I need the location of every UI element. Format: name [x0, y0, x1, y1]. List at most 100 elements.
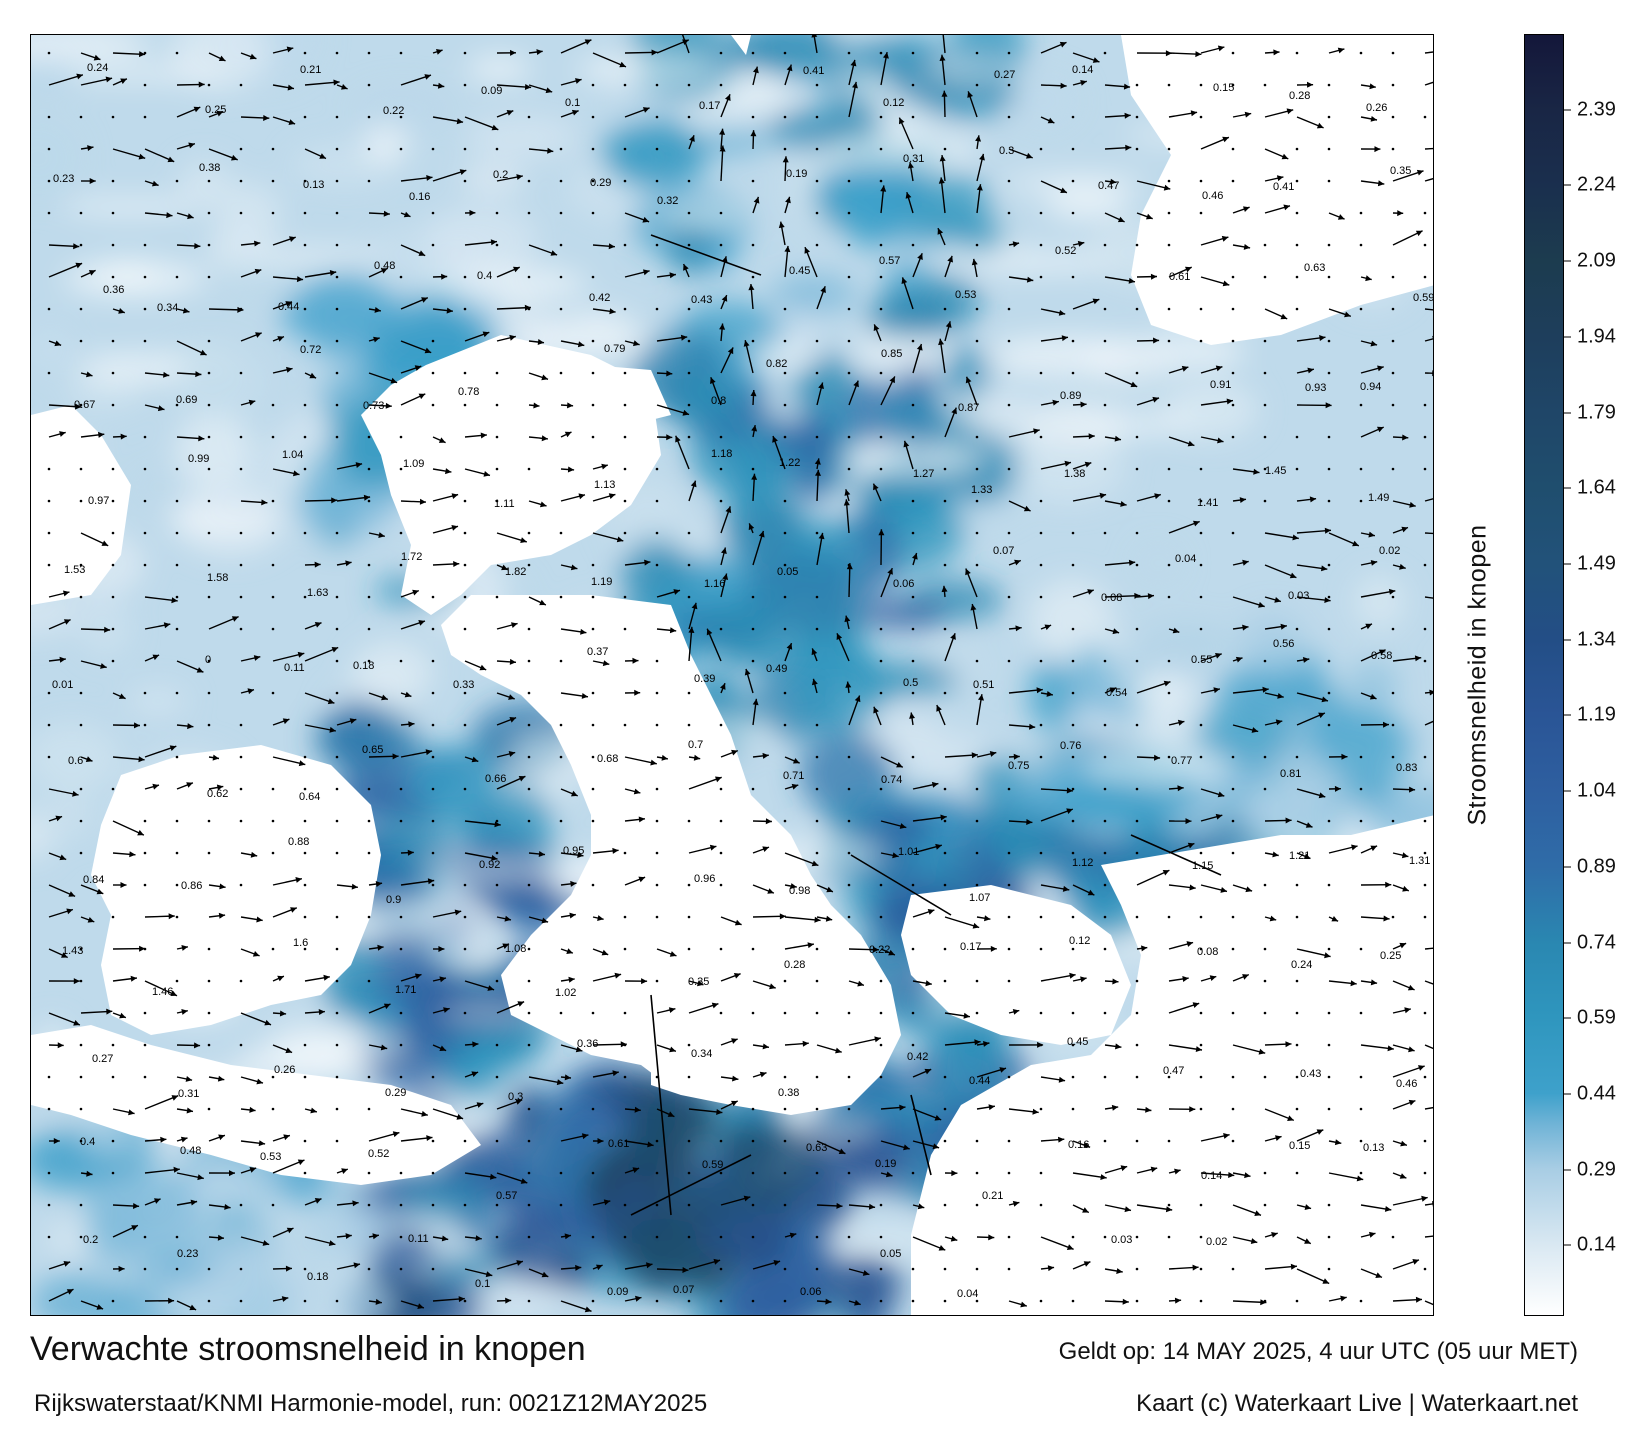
- current-arrow-head: [120, 433, 127, 440]
- grid-dot: [911, 243, 915, 247]
- grid-dot: [815, 243, 819, 247]
- grid-dot: [687, 435, 691, 439]
- speed-label: 0.75: [1008, 760, 1029, 772]
- current-arrow-head: [1036, 687, 1043, 694]
- grid-dot: [943, 531, 947, 535]
- grid-dot: [847, 275, 851, 279]
- grid-dot: [431, 595, 435, 599]
- grid-dot: [687, 179, 691, 183]
- speed-label: 0.43: [1300, 1068, 1321, 1080]
- grid-dot: [527, 211, 531, 215]
- current-arrow-head: [1377, 426, 1384, 433]
- current-arrow-head: [1124, 112, 1131, 119]
- current-arrow-head: [556, 1079, 564, 1086]
- grid-dot: [239, 179, 243, 183]
- speed-label: 0.81: [1280, 768, 1301, 780]
- current-arrow-head: [408, 721, 415, 728]
- grid-dot: [751, 1139, 755, 1143]
- current-arrow-head: [446, 307, 453, 314]
- grid-dot: [719, 243, 723, 247]
- grid-dot: [879, 787, 883, 791]
- current-arrow-head: [609, 308, 616, 315]
- grid-dot: [367, 179, 371, 183]
- calm-streak: [918, 64, 1016, 78]
- current-arrow-head: [818, 382, 824, 389]
- grid-dot: [1071, 1235, 1075, 1239]
- speed-label: 1.53: [64, 564, 85, 576]
- grid-dot: [655, 691, 659, 695]
- current-arrow-head: [682, 1267, 689, 1273]
- current-arrow-head: [1153, 337, 1160, 344]
- current-arrow-head: [838, 1148, 846, 1154]
- speed-label: 0.43: [691, 294, 712, 306]
- grid-dot: [111, 275, 115, 279]
- current-arrow-head: [1058, 1136, 1065, 1143]
- grid-dot: [943, 627, 947, 631]
- grid-dot: [303, 787, 307, 791]
- grid-dot: [815, 819, 819, 823]
- grid-dot: [1231, 147, 1235, 151]
- grid-dot: [1103, 883, 1107, 887]
- grid-dot: [1391, 339, 1395, 343]
- grid-dot: [399, 435, 403, 439]
- grid-dot: [527, 115, 531, 119]
- grid-dot: [239, 467, 243, 471]
- strong-current-arrow: [630, 1154, 752, 1216]
- grid-dot: [815, 115, 819, 119]
- grid-dot: [495, 979, 499, 983]
- current-arrow-head: [988, 1234, 995, 1241]
- grid-dot: [1263, 1075, 1267, 1079]
- current-arrow-head: [87, 145, 94, 151]
- grid-dot: [847, 147, 851, 151]
- grid-dot: [207, 179, 211, 183]
- current-arrow-head: [575, 1046, 583, 1053]
- current-arrow-head: [941, 585, 948, 593]
- grid-dot: [1007, 371, 1011, 375]
- current-arrow-head: [669, 951, 677, 957]
- grid-dot: [943, 307, 947, 311]
- colorbar-tick: 1.64: [1563, 477, 1616, 500]
- grid-dot: [463, 499, 467, 503]
- current-arrow-head: [1276, 175, 1284, 182]
- grid-dot: [975, 1267, 979, 1271]
- grid-dot: [783, 403, 787, 407]
- current-arrow-head: [186, 782, 193, 788]
- grid-dot: [1327, 499, 1331, 503]
- speed-label: 0.45: [1067, 1036, 1088, 1048]
- grid-dot: [207, 371, 211, 375]
- current-arrow-head: [1352, 540, 1359, 547]
- grid-dot: [1295, 1043, 1299, 1047]
- grid-dot: [239, 371, 243, 375]
- current-arrow-head: [1026, 276, 1034, 283]
- current-arrow-head: [520, 537, 527, 543]
- grid-dot: [879, 435, 883, 439]
- grid-dot: [559, 1171, 563, 1175]
- current-arrow-head: [508, 694, 515, 700]
- current-arrow-head: [198, 435, 205, 442]
- grid-dot: [911, 83, 915, 87]
- grid-dot: [687, 915, 691, 919]
- grid-dot: [591, 723, 595, 727]
- speed-label: 0.44: [969, 1075, 990, 1087]
- grid-dot: [1231, 275, 1235, 279]
- colorbar-tick: 0.29: [1563, 1158, 1616, 1181]
- current-arrow-head: [945, 321, 952, 328]
- current-arrow-head: [935, 843, 942, 850]
- grid-dot: [335, 403, 339, 407]
- current-arrow-head: [385, 402, 392, 409]
- calm-streak: [1044, 189, 1130, 221]
- grid-dot: [1327, 467, 1331, 471]
- current-arrow-head: [296, 276, 304, 283]
- current-arrow-head: [1307, 367, 1314, 374]
- current-arrow-head: [133, 1203, 140, 1209]
- current-arrow-head: [264, 1019, 271, 1026]
- speed-blob: [719, 1125, 823, 1201]
- current-arrow-head: [578, 493, 585, 500]
- grid-dot: [1391, 723, 1395, 727]
- current-arrow-head: [601, 463, 608, 470]
- grid-dot: [1327, 691, 1331, 695]
- current-arrow-head: [424, 347, 432, 354]
- current-arrow-head: [1189, 884, 1196, 891]
- grid-dot: [335, 691, 339, 695]
- current-arrow-head: [285, 1265, 292, 1272]
